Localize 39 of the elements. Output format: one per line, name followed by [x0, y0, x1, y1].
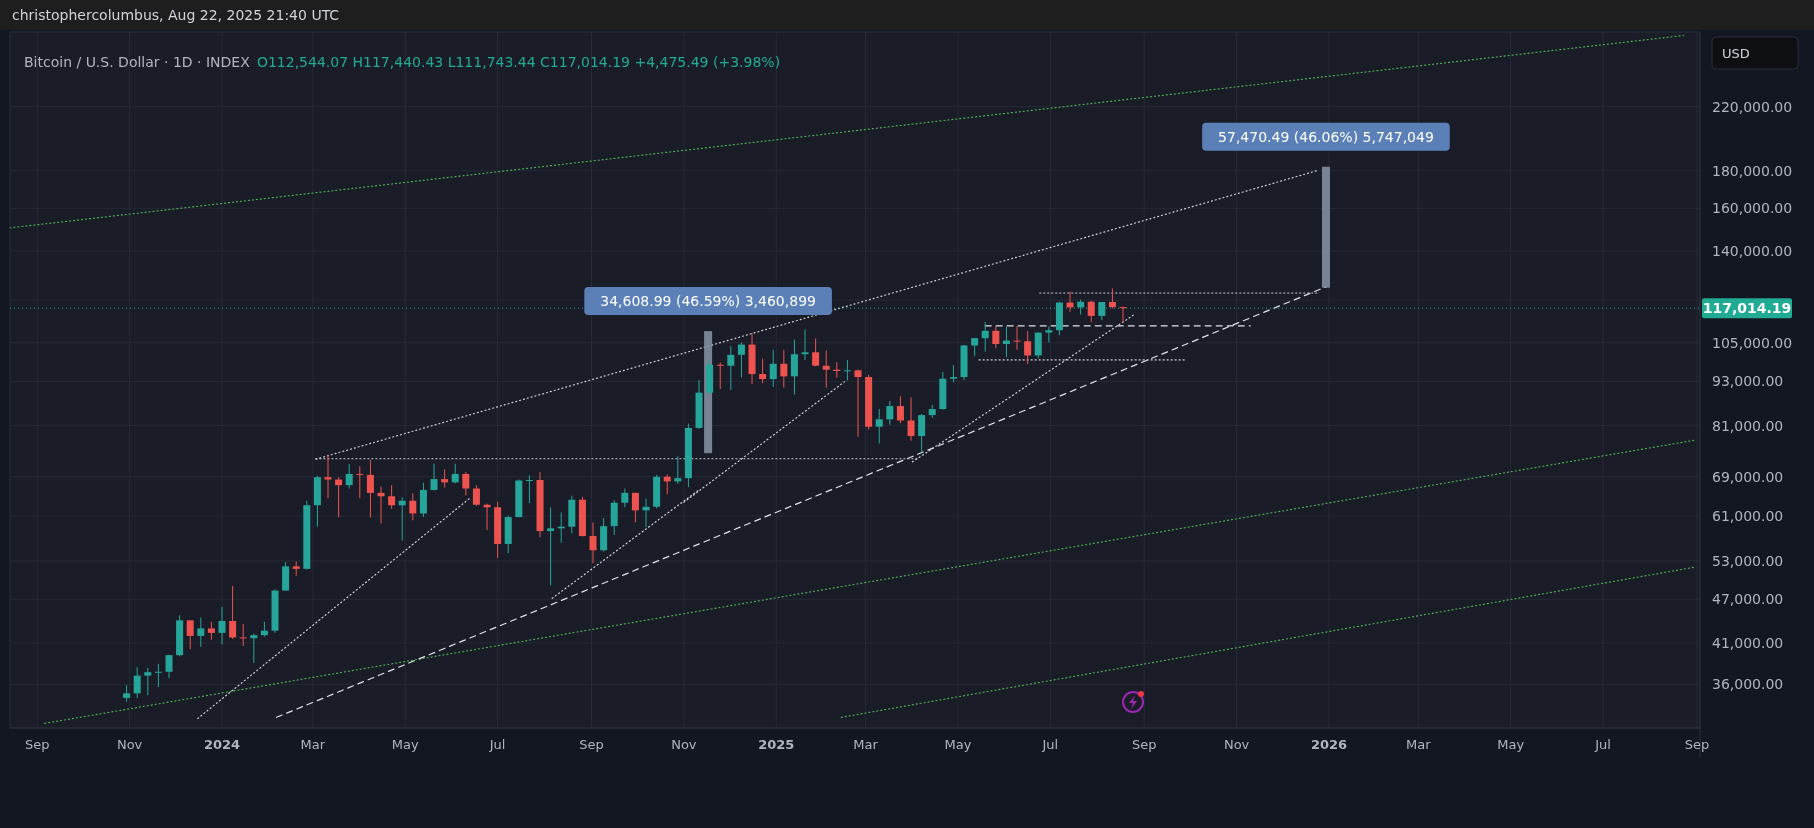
x-tick-label: Nov	[1223, 736, 1250, 752]
y-tick-label: 160,000.00	[1712, 200, 1793, 217]
y-tick-label: 36,000.00	[1712, 676, 1784, 693]
x-tick-label: 2025	[758, 736, 795, 752]
text: O112,544.07 H117,440.43 L111,743.44 C117,014.19 +4,475.49 (+3.98%)	[256, 54, 781, 70]
y-tick-label: 93,000.00	[1712, 373, 1784, 390]
x-tick-label: Mar	[300, 736, 326, 752]
x-tick-label: Mar	[1406, 736, 1432, 752]
text: Bitcoin / U.S. Dollar · 1D · INDEX	[24, 54, 249, 70]
data-label: 57,470.49 (46.06%) 5,747,049	[1218, 128, 1434, 145]
x-tick-label: Jul	[488, 736, 506, 752]
y-tick-label: 47,000.00	[1712, 591, 1784, 608]
text: USD	[1722, 45, 1750, 61]
x-tick-label: Nov	[671, 736, 697, 752]
x-tick-label: May	[1497, 736, 1525, 752]
x-tick-label: May	[944, 736, 972, 752]
data-label: 34,608.99 (46.59%) 3,460,899	[600, 293, 816, 310]
ref-line-label: 117,014.19	[1702, 300, 1792, 317]
y-tick-label: 61,000.00	[1712, 508, 1784, 525]
y-tick-label: 105,000.00	[1712, 334, 1793, 351]
x-tick-label: Sep	[25, 736, 50, 752]
x-tick-label: Sep	[579, 736, 604, 752]
x-tick-label: Nov	[116, 736, 143, 752]
x-tick-label: May	[391, 736, 419, 752]
y-tick-label: 180,000.00	[1712, 162, 1793, 179]
x-tick-label: Jul	[1594, 736, 1611, 752]
y-tick-label: 69,000.00	[1712, 468, 1784, 485]
y-tick-label: 41,000.00	[1712, 634, 1784, 651]
y-tick-label: 220,000.00	[1712, 98, 1793, 115]
x-tick-label: Mar	[853, 736, 879, 752]
y-tick-label: 81,000.00	[1712, 417, 1784, 434]
y-tick-label: 140,000.00	[1712, 242, 1793, 259]
x-tick-label: 2026	[1310, 736, 1348, 752]
x-tick-label: Sep	[1684, 736, 1710, 752]
x-tick-label: Sep	[1131, 736, 1157, 752]
text: christophercolumbus, Aug 22, 2025 21:40 UTC	[12, 7, 340, 23]
x-tick-label: 2024	[203, 736, 241, 752]
x-tick-label: Jul	[1041, 736, 1059, 752]
y-tick-label: 53,000.00	[1712, 552, 1784, 569]
